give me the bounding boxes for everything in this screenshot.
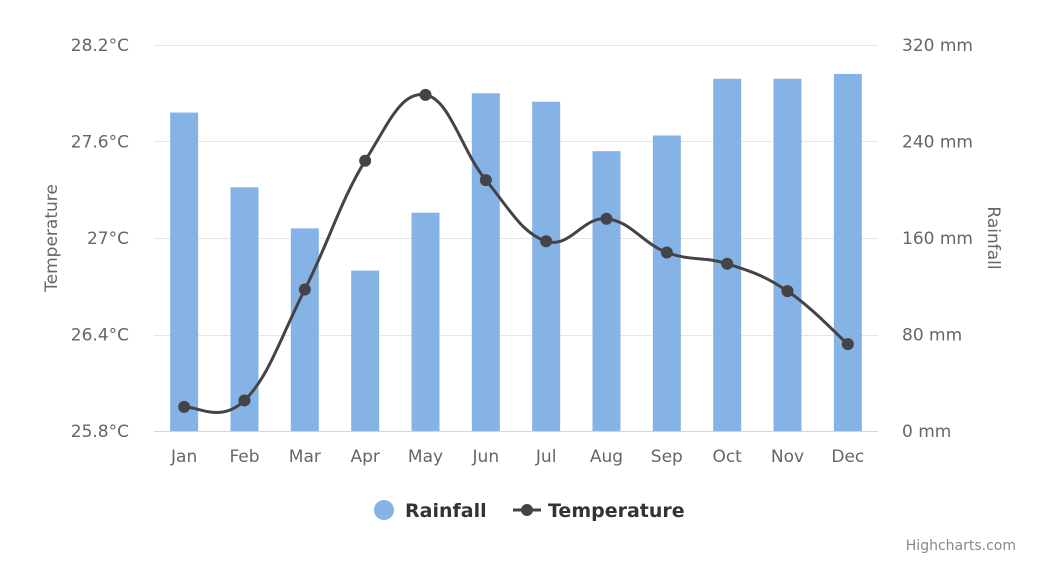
temperature-point-dec[interactable]: [841, 338, 854, 351]
x-tick-label: Dec: [831, 447, 864, 467]
rainfall-bar-sep[interactable]: [652, 135, 681, 431]
x-axis-ticks: Jan Feb Mar Apr May Jun Jul Aug Sep Oct Nov Dec: [170, 447, 864, 467]
grid-lines: [154, 45, 878, 336]
x-tick-label: Aug: [590, 447, 623, 467]
rainfall-bar-oct[interactable]: [713, 78, 742, 432]
x-tick-label: Jul: [535, 447, 557, 467]
legend: Rainfall Temperature: [374, 500, 685, 522]
temperature-line-group: [178, 88, 854, 414]
x-tick-label: May: [408, 447, 443, 467]
legend-temperature-label: Temperature: [548, 500, 685, 522]
legend-rainfall-symbol: [374, 500, 394, 520]
rainfall-bar-mar[interactable]: [290, 228, 319, 431]
left-tick-label: 27°C: [87, 229, 129, 249]
temperature-point-sep[interactable]: [660, 246, 673, 259]
temperature-point-mar[interactable]: [298, 283, 311, 296]
rainfall-bar-may[interactable]: [411, 212, 440, 431]
temperature-point-jan[interactable]: [178, 400, 191, 413]
left-tick-label: 26.4°C: [71, 326, 129, 346]
legend-item-temperature[interactable]: Temperature: [513, 500, 685, 522]
right-tick-label: 320 mm: [902, 36, 973, 56]
legend-rainfall-label: Rainfall: [405, 500, 487, 522]
rainfall-bar-aug[interactable]: [592, 151, 621, 431]
right-tick-label: 0 mm: [902, 422, 951, 442]
temperature-point-nov[interactable]: [781, 285, 794, 298]
temperature-point-jun[interactable]: [479, 174, 492, 187]
left-tick-label: 25.8°C: [71, 422, 129, 442]
left-axis-title: Temperature: [42, 184, 62, 293]
right-axis-title: Rainfall: [983, 206, 1003, 269]
rainfall-bar-apr[interactable]: [351, 270, 380, 431]
x-tick-label: Jan: [170, 447, 197, 467]
right-tick-label: 80 mm: [902, 326, 962, 346]
rainfall-bars: [170, 73, 862, 432]
x-tick-label: Oct: [712, 447, 742, 467]
rainfall-bar-nov[interactable]: [773, 78, 802, 432]
rainfall-bar-jan[interactable]: [170, 112, 199, 432]
left-axis-ticks: 25.8°C 26.4°C 27°C 27.6°C 28.2°C: [71, 36, 129, 442]
legend-item-rainfall[interactable]: Rainfall: [374, 500, 487, 522]
left-tick-label: 28.2°C: [71, 36, 129, 56]
legend-temperature-dot-symbol: [521, 504, 533, 516]
x-tick-label: Jun: [472, 447, 500, 467]
x-tick-label: Apr: [350, 447, 379, 467]
credits-link[interactable]: Highcharts.com: [906, 538, 1016, 554]
x-tick-label: Nov: [771, 447, 804, 467]
right-tick-label: 240 mm: [902, 133, 973, 153]
temperature-point-apr[interactable]: [359, 154, 372, 167]
temperature-point-feb[interactable]: [238, 394, 251, 407]
right-axis-ticks: 0 mm 80 mm 160 mm 240 mm 320 mm: [902, 36, 973, 442]
rainfall-bar-dec[interactable]: [833, 73, 862, 431]
rainfall-bar-jul[interactable]: [532, 101, 561, 431]
x-tick-label: Mar: [289, 447, 321, 467]
left-tick-label: 27.6°C: [71, 133, 129, 153]
temperature-point-may[interactable]: [419, 88, 432, 101]
right-tick-label: 160 mm: [902, 229, 973, 249]
temperature-point-jul[interactable]: [540, 235, 553, 248]
rainfall-bar-jun[interactable]: [471, 93, 500, 431]
x-tick-label: Sep: [651, 447, 683, 467]
temperature-point-aug[interactable]: [600, 212, 613, 225]
temperature-line: [184, 93, 849, 414]
x-tick-label: Feb: [229, 447, 259, 467]
temperature-point-oct[interactable]: [721, 257, 734, 270]
